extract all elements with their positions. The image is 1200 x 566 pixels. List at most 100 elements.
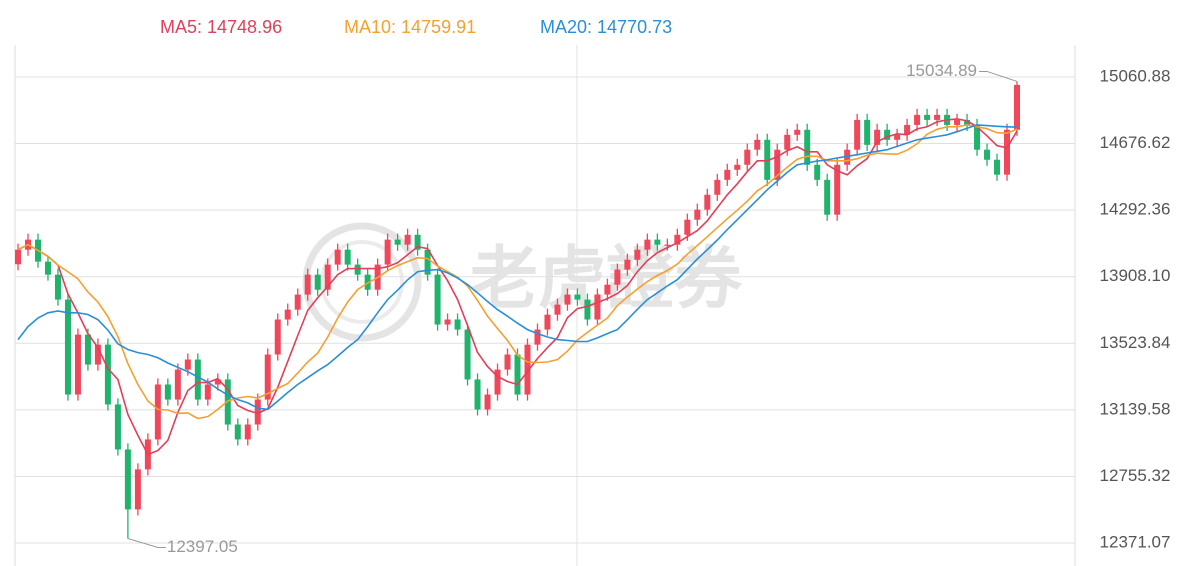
candle-body	[44, 261, 51, 275]
min-label: 12397.05	[167, 537, 238, 556]
candle-body	[414, 234, 421, 250]
candle-body	[244, 424, 251, 440]
watermark: 老虎證券	[302, 222, 743, 342]
candle-body	[634, 249, 641, 260]
candle-body	[404, 234, 411, 245]
candle-body	[674, 234, 681, 245]
candle-body	[704, 194, 711, 210]
candle-body	[974, 124, 981, 150]
y-tick-label: 12371.07	[1100, 533, 1171, 552]
legend-entry: MA20: 14770.73	[540, 17, 672, 37]
candle-body	[844, 149, 851, 165]
candle-body	[894, 134, 901, 140]
candle-body	[984, 149, 991, 160]
candle-body	[924, 114, 931, 120]
legend-entry: MA10: 14759.91	[344, 17, 476, 37]
y-tick-label: 12755.32	[1100, 466, 1171, 485]
candle-body	[744, 149, 751, 165]
candle-body	[664, 244, 671, 246]
candle-body	[474, 379, 481, 410]
candle-body	[174, 369, 181, 400]
candle-body	[114, 404, 121, 450]
candle-body	[314, 274, 321, 290]
candle-body	[904, 124, 911, 135]
candle-body	[774, 149, 781, 180]
candle-body	[354, 264, 361, 275]
y-tick-label: 13139.58	[1100, 399, 1171, 418]
candle-body	[794, 129, 801, 135]
candle-body	[604, 284, 611, 295]
candle-body	[284, 309, 291, 320]
candle-body	[694, 209, 701, 220]
candle-body	[54, 274, 61, 300]
candle-body	[214, 379, 221, 385]
min-leader	[127, 538, 166, 549]
max-leader	[979, 70, 1018, 82]
candle-body	[914, 114, 921, 125]
ma-line	[17, 124, 1018, 420]
candle-body	[884, 129, 891, 140]
candle-body	[824, 179, 831, 215]
candle-body	[544, 314, 551, 330]
candle-body	[514, 354, 521, 395]
candle-body	[854, 119, 861, 150]
candle-body	[714, 179, 721, 195]
candle-body	[994, 159, 1001, 175]
candle-body	[134, 469, 141, 510]
candle-body	[344, 249, 351, 265]
candle-body	[814, 164, 821, 180]
candle-body	[754, 139, 761, 150]
candle-body	[304, 274, 311, 295]
candle-body	[484, 394, 491, 410]
candle-body	[394, 239, 401, 245]
y-tick-label: 14676.62	[1100, 133, 1171, 152]
candle-body	[1014, 84, 1020, 130]
candle-body	[1004, 129, 1011, 175]
candle-body	[84, 334, 91, 365]
candle-body	[784, 134, 791, 150]
candle-body	[574, 294, 581, 300]
candle-body	[764, 139, 771, 180]
candle-body	[324, 264, 331, 290]
candle-body	[584, 299, 591, 320]
candle-body	[124, 449, 131, 510]
candle-body	[334, 249, 341, 265]
candle-body	[254, 399, 261, 425]
candle-body	[874, 129, 881, 145]
candle-body	[934, 114, 941, 120]
candle-body	[534, 329, 541, 345]
candle-body	[164, 384, 171, 400]
candle-body	[444, 319, 451, 325]
candle-body	[274, 319, 281, 355]
candle-body	[554, 304, 561, 315]
candle-body	[684, 219, 691, 235]
candle-body	[644, 239, 651, 250]
candle-body	[464, 329, 471, 380]
candle-body	[15, 249, 21, 265]
candle-body	[654, 239, 661, 245]
candle-body	[804, 129, 811, 165]
candle-body	[954, 119, 961, 125]
candle-body	[834, 164, 841, 215]
y-tick-label: 13523.84	[1100, 333, 1171, 352]
candle-body	[424, 249, 431, 275]
max-label: 15034.89	[906, 61, 977, 80]
candles	[15, 81, 1020, 539]
candle-body	[864, 119, 871, 145]
candle-body	[384, 239, 391, 265]
candle-body	[734, 164, 741, 170]
candle-body	[494, 369, 501, 395]
candle-body	[594, 294, 601, 320]
y-tick-label: 15060.88	[1100, 66, 1171, 85]
watermark-text: 老虎證券	[470, 241, 743, 317]
legend-entry: MA5: 14748.96	[160, 17, 282, 37]
ma-line	[17, 124, 1018, 411]
candle-body	[94, 344, 101, 365]
candle-body	[64, 299, 71, 395]
ma-line	[17, 118, 1018, 456]
candle-body	[504, 354, 511, 370]
candle-body	[434, 274, 441, 325]
candle-body	[564, 294, 571, 305]
